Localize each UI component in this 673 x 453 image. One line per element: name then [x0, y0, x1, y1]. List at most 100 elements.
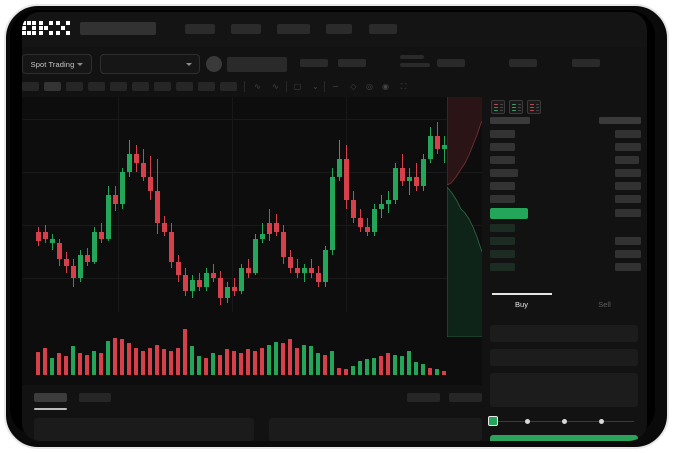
candle-body — [309, 268, 314, 273]
orderbook-bid-row[interactable] — [490, 224, 515, 232]
global-search-input[interactable] — [80, 22, 156, 35]
spot-trading-dropdown[interactable]: Spot Trading — [22, 54, 92, 74]
order-amount-slider[interactable] — [488, 416, 634, 426]
timeframe-btn-3[interactable] — [66, 82, 83, 91]
slider-mark-75[interactable] — [599, 419, 604, 424]
candle-wick — [304, 263, 305, 283]
gridline — [118, 97, 119, 312]
orderbook-ask-row[interactable] — [490, 195, 515, 203]
volume-bar — [323, 354, 327, 375]
slider-handle[interactable] — [488, 416, 498, 426]
orderbook-bid-row[interactable] — [490, 237, 515, 245]
volume-bar — [260, 347, 264, 375]
orderbook-bid-amount — [615, 250, 641, 258]
orderbook-ask-row[interactable] — [490, 143, 515, 151]
submit-order-button[interactable] — [490, 435, 638, 441]
order-price-field[interactable] — [490, 325, 638, 342]
timeframe-btn-7[interactable] — [154, 82, 171, 91]
candle-body — [295, 268, 300, 273]
tab-buy[interactable]: Buy — [515, 300, 528, 309]
timeframe-btn-5[interactable] — [110, 82, 127, 91]
alert-icon[interactable]: ◎ — [366, 82, 373, 91]
orderbook-bid-row[interactable] — [490, 263, 515, 271]
orderbook-last-price-row[interactable] — [490, 208, 528, 219]
toolbar-divider-1 — [244, 81, 245, 92]
candle — [43, 97, 48, 316]
nav-item-5[interactable] — [369, 24, 397, 34]
volume-bar — [330, 350, 334, 375]
volume-bar — [169, 350, 173, 375]
orderbook-ask-row[interactable] — [490, 156, 515, 164]
orders-action-2[interactable] — [449, 393, 482, 402]
trading-pair-select[interactable] — [100, 54, 200, 74]
candle-wick — [367, 218, 368, 237]
compare-icon[interactable]: ∿ — [272, 82, 279, 91]
candle-wick — [213, 263, 214, 283]
tab-sell[interactable]: Sell — [598, 300, 611, 309]
orders-tab-1[interactable] — [34, 393, 67, 402]
timeframe-btn-2[interactable] — [44, 82, 61, 91]
slider-mark-50[interactable] — [562, 419, 567, 424]
orderbook-bids-icon[interactable] — [509, 100, 523, 114]
candle-body — [197, 279, 202, 287]
orderbook-asks-icon[interactable] — [527, 100, 541, 114]
slider-mark-25[interactable] — [525, 419, 530, 424]
candle — [309, 97, 314, 316]
candle-body — [204, 272, 209, 287]
okx-logo[interactable] — [22, 21, 71, 36]
candle-body — [288, 256, 293, 269]
volume-bar — [253, 350, 257, 375]
timeframe-btn-9[interactable] — [198, 82, 215, 91]
nav-item-1[interactable] — [185, 24, 215, 34]
candle-body — [57, 243, 62, 260]
candle-body — [71, 266, 76, 278]
candle — [148, 97, 153, 316]
candle — [365, 97, 370, 316]
candle — [218, 97, 223, 316]
candle-body — [302, 268, 307, 273]
volume-bar — [428, 367, 432, 375]
timeframe-btn-4[interactable] — [88, 82, 105, 91]
orderbook-ask-row[interactable] — [490, 182, 515, 190]
candle — [246, 97, 251, 316]
nav-item-2[interactable] — [231, 24, 261, 34]
volume-bar — [176, 347, 180, 375]
candle — [372, 97, 377, 316]
candle-body — [43, 231, 48, 239]
candle-wick — [262, 222, 263, 244]
drawing-icon[interactable]: ∼ — [332, 82, 339, 91]
chart-type-icon[interactable]: ⌄ — [312, 82, 319, 91]
settings-icon[interactable]: ◉ — [382, 82, 389, 91]
volume-bar — [295, 347, 299, 375]
gridline — [22, 119, 482, 120]
magnet-icon[interactable]: ◇ — [350, 82, 357, 91]
timeframe-btn-6[interactable] — [132, 82, 149, 91]
price-chart[interactable] — [22, 97, 482, 385]
timeframe-btn-1[interactable] — [22, 82, 39, 91]
orderbook-header-amount — [599, 117, 641, 124]
candle-body — [190, 279, 195, 292]
orderbook-bid-row[interactable] — [490, 250, 515, 258]
orders-action-1[interactable] — [407, 393, 440, 402]
fullscreen-icon[interactable]: ⛶ — [400, 82, 407, 91]
volume-bar — [246, 349, 250, 375]
order-total-field[interactable] — [490, 373, 638, 407]
candle — [57, 97, 62, 316]
indicators-icon[interactable]: ∿ — [254, 82, 261, 91]
timeframe-btn-10[interactable] — [220, 82, 237, 91]
stat-block-7 — [400, 63, 430, 67]
candle — [36, 97, 41, 316]
order-amount-field[interactable] — [490, 349, 638, 366]
timeframe-btn-8[interactable] — [176, 82, 193, 91]
orderbook-ask-row[interactable] — [490, 130, 515, 138]
candle-body — [267, 222, 272, 235]
nav-item-4[interactable] — [326, 24, 352, 34]
template-icon[interactable]: ▢ — [293, 82, 302, 91]
orderbook-both-icon[interactable] — [491, 100, 505, 114]
top-navigation-bar — [22, 12, 647, 47]
candle-body — [281, 231, 286, 257]
orders-tab-2[interactable] — [79, 393, 111, 402]
candle-body — [162, 222, 167, 232]
nav-item-3[interactable] — [277, 24, 310, 34]
orderbook-ask-row[interactable] — [490, 169, 518, 177]
